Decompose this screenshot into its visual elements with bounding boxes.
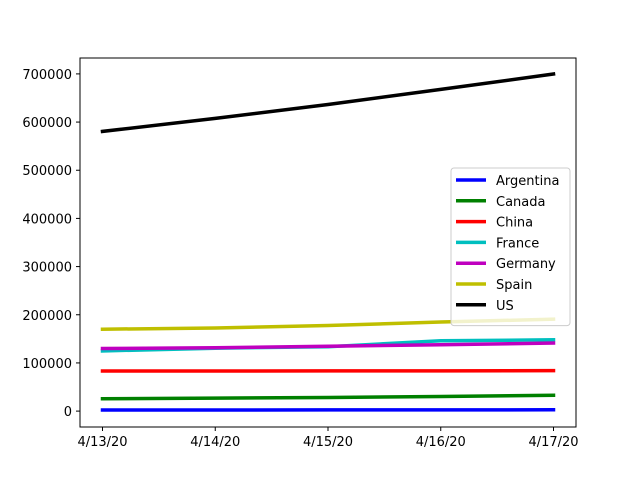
- legend-label-china: China: [496, 216, 533, 231]
- y-tick-label: 700000: [22, 68, 72, 83]
- x-tick-label: 4/14/20: [190, 435, 240, 450]
- legend-label-germany: Germany: [496, 257, 556, 272]
- legend-label-argentina: Argentina: [496, 174, 559, 189]
- y-tick-label: 600000: [22, 116, 72, 131]
- x-tick-label: 4/17/20: [528, 435, 578, 450]
- legend: Argentina Canada China France Germany Spain US: [451, 168, 570, 326]
- y-tick-label: 400000: [22, 212, 72, 227]
- legend-label-us: US: [496, 299, 514, 314]
- y-tick-label: 100000: [22, 357, 72, 372]
- legend-label-canada: Canada: [496, 195, 545, 210]
- legend-label-spain: Spain: [496, 278, 532, 293]
- x-tick-label: 4/15/20: [303, 435, 353, 450]
- x-tick-label: 4/13/20: [77, 435, 127, 450]
- legend-label-france: France: [496, 236, 539, 251]
- y-tick-label: 500000: [22, 164, 72, 179]
- y-tick-label: 0: [64, 405, 72, 420]
- y-tick-label: 200000: [22, 309, 72, 324]
- y-tick-label: 300000: [22, 261, 72, 276]
- x-tick-label: 4/16/20: [416, 435, 466, 450]
